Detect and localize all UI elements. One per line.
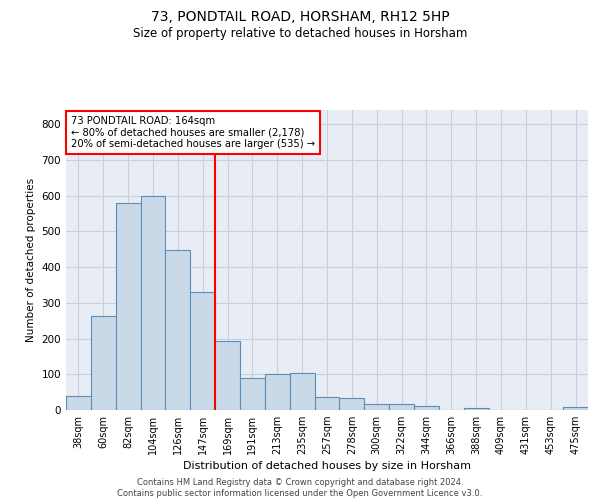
X-axis label: Distribution of detached houses by size in Horsham: Distribution of detached houses by size …	[183, 462, 471, 471]
Bar	[364, 404, 389, 410]
Text: 73 PONDTAIL ROAD: 164sqm
← 80% of detached houses are smaller (2,178)
20% of sem: 73 PONDTAIL ROAD: 164sqm ← 80% of detach…	[71, 116, 316, 149]
Bar	[389, 404, 414, 410]
Bar	[314, 397, 340, 410]
Bar	[91, 316, 116, 410]
Bar	[240, 378, 265, 410]
Bar	[116, 203, 140, 410]
Bar	[414, 406, 439, 410]
Bar	[166, 250, 190, 410]
Text: Size of property relative to detached houses in Horsham: Size of property relative to detached ho…	[133, 28, 467, 40]
Bar	[563, 407, 588, 410]
Y-axis label: Number of detached properties: Number of detached properties	[26, 178, 36, 342]
Text: Contains HM Land Registry data © Crown copyright and database right 2024.
Contai: Contains HM Land Registry data © Crown c…	[118, 478, 482, 498]
Bar	[340, 398, 364, 410]
Bar	[190, 292, 215, 410]
Bar	[265, 374, 290, 410]
Text: 73, PONDTAIL ROAD, HORSHAM, RH12 5HP: 73, PONDTAIL ROAD, HORSHAM, RH12 5HP	[151, 10, 449, 24]
Bar	[215, 341, 240, 410]
Bar	[290, 372, 314, 410]
Bar	[464, 408, 488, 410]
Bar	[66, 396, 91, 410]
Bar	[140, 196, 166, 410]
